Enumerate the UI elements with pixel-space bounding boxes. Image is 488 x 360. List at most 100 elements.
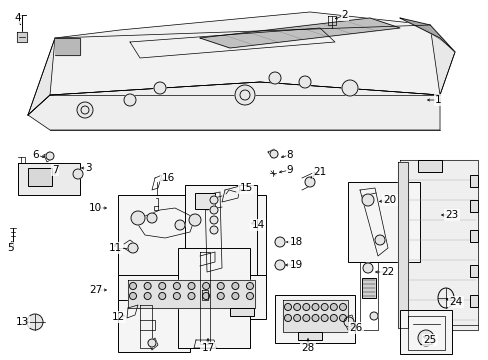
Circle shape <box>235 85 254 105</box>
Circle shape <box>284 303 291 310</box>
Circle shape <box>209 216 218 224</box>
Polygon shape <box>28 82 439 130</box>
Bar <box>18 163 80 195</box>
Circle shape <box>302 303 309 310</box>
Circle shape <box>311 303 318 310</box>
Circle shape <box>128 243 138 253</box>
Text: 10: 10 <box>88 203 102 213</box>
Circle shape <box>27 314 43 330</box>
Circle shape <box>231 292 238 300</box>
Bar <box>195 193 215 209</box>
Circle shape <box>361 194 373 206</box>
Text: 11: 11 <box>108 243 122 253</box>
Text: 15: 15 <box>239 183 252 193</box>
Circle shape <box>77 102 93 118</box>
Circle shape <box>417 330 433 346</box>
Text: 4: 4 <box>15 13 21 23</box>
Circle shape <box>209 196 218 204</box>
Bar <box>469 295 477 307</box>
Polygon shape <box>28 12 454 115</box>
Circle shape <box>154 82 165 94</box>
Bar <box>274 295 354 343</box>
Circle shape <box>202 292 209 300</box>
Text: 28: 28 <box>301 343 314 353</box>
Circle shape <box>293 315 300 321</box>
Circle shape <box>189 214 201 226</box>
Text: 13: 13 <box>15 317 29 327</box>
Text: 18: 18 <box>289 237 302 247</box>
Bar <box>118 275 265 319</box>
Circle shape <box>147 213 157 223</box>
Circle shape <box>341 80 357 96</box>
Circle shape <box>274 260 285 270</box>
Circle shape <box>187 283 195 289</box>
Polygon shape <box>397 162 407 328</box>
Bar <box>118 300 190 352</box>
Polygon shape <box>429 25 454 95</box>
Text: 8: 8 <box>286 150 293 160</box>
Bar <box>178 248 249 348</box>
Circle shape <box>246 292 253 300</box>
Circle shape <box>124 94 136 106</box>
Circle shape <box>330 315 337 321</box>
Bar <box>469 200 477 212</box>
Text: 9: 9 <box>286 165 293 175</box>
Circle shape <box>217 292 224 300</box>
Circle shape <box>246 283 253 289</box>
Bar <box>297 332 321 340</box>
Circle shape <box>144 283 151 289</box>
Circle shape <box>330 303 337 310</box>
Polygon shape <box>17 32 27 42</box>
Bar <box>469 175 477 187</box>
Text: 14: 14 <box>251 220 264 230</box>
Circle shape <box>311 315 318 321</box>
Text: 21: 21 <box>313 167 326 177</box>
Polygon shape <box>55 38 80 55</box>
Bar <box>28 168 52 186</box>
Circle shape <box>129 283 136 289</box>
Text: 25: 25 <box>423 335 436 345</box>
Text: 17: 17 <box>201 343 214 353</box>
Circle shape <box>231 283 238 289</box>
Text: 24: 24 <box>448 297 462 307</box>
Circle shape <box>129 292 136 300</box>
Text: 16: 16 <box>161 173 174 183</box>
Text: 2: 2 <box>341 10 347 20</box>
Bar <box>347 182 419 262</box>
Circle shape <box>374 235 384 245</box>
Circle shape <box>298 76 310 88</box>
Circle shape <box>173 283 180 289</box>
Circle shape <box>362 263 372 273</box>
Text: 23: 23 <box>445 210 458 220</box>
Circle shape <box>240 90 249 100</box>
Circle shape <box>148 339 156 347</box>
Polygon shape <box>200 18 399 48</box>
Bar <box>184 185 257 275</box>
Polygon shape <box>128 280 254 308</box>
Circle shape <box>173 292 180 300</box>
Circle shape <box>268 72 281 84</box>
Polygon shape <box>28 38 55 115</box>
Circle shape <box>209 226 218 234</box>
Circle shape <box>293 303 300 310</box>
Circle shape <box>131 211 145 225</box>
Bar <box>469 265 477 277</box>
Circle shape <box>305 177 314 187</box>
Circle shape <box>159 292 165 300</box>
Bar <box>229 308 253 316</box>
Circle shape <box>269 150 278 158</box>
Circle shape <box>369 312 377 320</box>
Text: 26: 26 <box>348 323 362 333</box>
Bar <box>399 310 451 354</box>
Circle shape <box>339 315 346 321</box>
Text: 12: 12 <box>111 312 124 322</box>
Circle shape <box>159 283 165 289</box>
Polygon shape <box>283 300 347 332</box>
Circle shape <box>217 283 224 289</box>
Bar <box>417 160 441 172</box>
Text: 27: 27 <box>89 285 102 295</box>
Circle shape <box>187 292 195 300</box>
Circle shape <box>46 152 54 160</box>
Text: 20: 20 <box>383 195 396 205</box>
Text: 6: 6 <box>33 150 39 160</box>
